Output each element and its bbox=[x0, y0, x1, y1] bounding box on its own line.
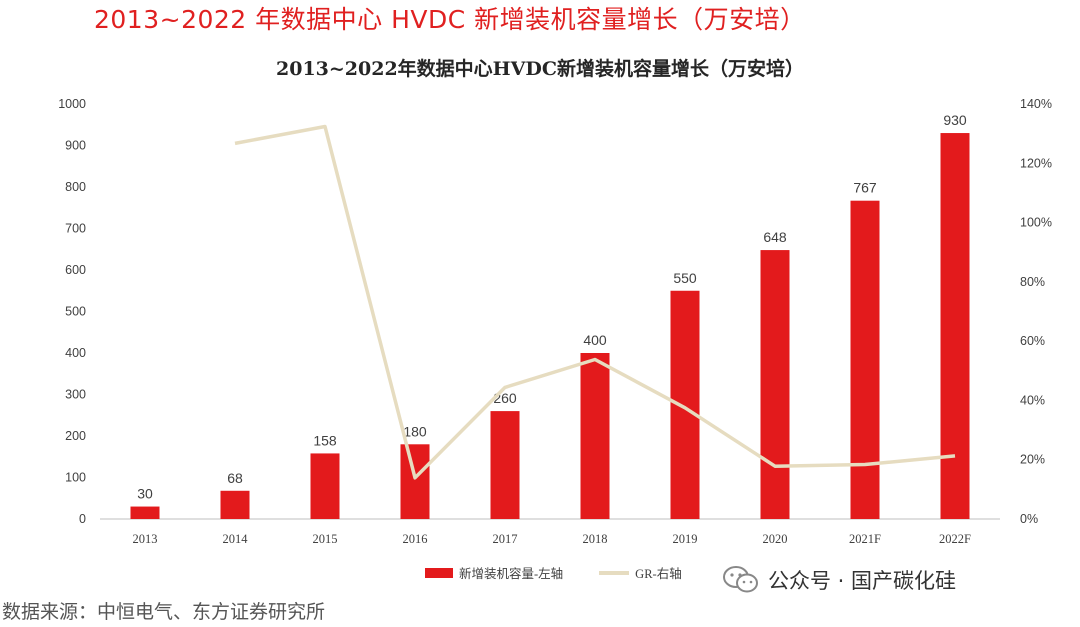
legend-item-bar: 新增装机容量-左轴 bbox=[425, 563, 563, 582]
source-note: 数据来源：中恒电气、东方证券研究所 bbox=[2, 601, 326, 623]
y-right-tick-label: 20% bbox=[1020, 453, 1045, 467]
y-left-tick-label: 200 bbox=[65, 429, 86, 443]
legend-item-line: GR-右轴 bbox=[599, 563, 682, 582]
x-tick-label: 2014 bbox=[223, 532, 249, 546]
watermark-text: 公众号 · 国产碳化硅 bbox=[768, 569, 957, 593]
x-tick-label: 2016 bbox=[403, 532, 428, 546]
x-tick-label: 2013 bbox=[133, 532, 158, 546]
bar bbox=[490, 411, 520, 519]
y-right-tick-label: 60% bbox=[1020, 334, 1045, 348]
bar bbox=[400, 444, 430, 519]
y-left-tick-label: 100 bbox=[65, 471, 86, 485]
x-tick-label: 2017 bbox=[493, 532, 518, 546]
legend-label-line: GR-右轴 bbox=[635, 567, 682, 581]
legend-swatch-bar bbox=[425, 567, 453, 578]
legend-swatch-line bbox=[599, 570, 630, 575]
y-left-tick-label: 600 bbox=[65, 263, 86, 277]
x-tick-label: 2019 bbox=[673, 532, 698, 546]
x-tick-label: 2018 bbox=[583, 532, 608, 546]
y-right-tick-label: 0% bbox=[1020, 512, 1038, 526]
wechat-icon bbox=[722, 565, 760, 595]
y-right-tick-label: 140% bbox=[1020, 97, 1052, 111]
bar bbox=[940, 133, 970, 520]
bar bbox=[130, 506, 160, 519]
bar-data-label: 930 bbox=[943, 112, 967, 128]
x-tick-label: 2015 bbox=[313, 532, 338, 546]
bar-data-label: 68 bbox=[227, 470, 243, 486]
bar-data-label: 180 bbox=[403, 423, 427, 439]
bar bbox=[310, 453, 340, 519]
headline: 2013~2022 年数据中心 HVDC 新增装机容量增长（万安培） bbox=[94, 5, 806, 34]
growth-rate-line bbox=[234, 124, 956, 480]
bar-data-label: 400 bbox=[583, 332, 607, 348]
bar bbox=[670, 290, 700, 519]
y-left-tick-label: 500 bbox=[65, 305, 86, 319]
chart-title: 2013~2022年数据中心HVDC新增装机容量增长（万安培） bbox=[276, 58, 804, 80]
legend-label-bar: 新增装机容量-左轴 bbox=[459, 567, 564, 581]
y-left-tick-label: 400 bbox=[65, 346, 86, 360]
y-right-tick-label: 80% bbox=[1020, 275, 1045, 289]
y-left-tick-label: 800 bbox=[65, 180, 86, 194]
y-left-tick-label: 0 bbox=[79, 512, 86, 526]
x-tick-label: 2020 bbox=[763, 532, 788, 546]
y-right-tick-label: 120% bbox=[1020, 156, 1052, 170]
bar-data-label: 158 bbox=[313, 432, 337, 448]
y-right-tick-label: 100% bbox=[1020, 216, 1052, 230]
y-right-tick-label: 40% bbox=[1020, 393, 1045, 407]
x-tick-label: 2021F bbox=[849, 532, 881, 546]
y-left-tick-label: 900 bbox=[65, 139, 86, 153]
bar-data-label: 30 bbox=[137, 486, 153, 502]
bar-data-label: 648 bbox=[763, 229, 787, 245]
bar-data-label: 767 bbox=[853, 180, 877, 196]
y-left-tick-label: 300 bbox=[65, 388, 86, 402]
bar bbox=[760, 250, 790, 519]
watermark: 公众号 · 国产碳化硅 bbox=[722, 565, 956, 595]
bar bbox=[850, 200, 880, 519]
bar bbox=[220, 490, 250, 519]
legend: 新增装机容量-左轴 GR-右轴 bbox=[425, 563, 718, 582]
x-tick-label: 2022F bbox=[939, 532, 971, 546]
bar bbox=[580, 353, 610, 519]
y-left-tick-label: 700 bbox=[65, 222, 86, 236]
y-left-tick-label: 1000 bbox=[58, 97, 86, 111]
bar-data-label: 260 bbox=[493, 390, 517, 406]
bar-data-label: 550 bbox=[673, 270, 697, 286]
